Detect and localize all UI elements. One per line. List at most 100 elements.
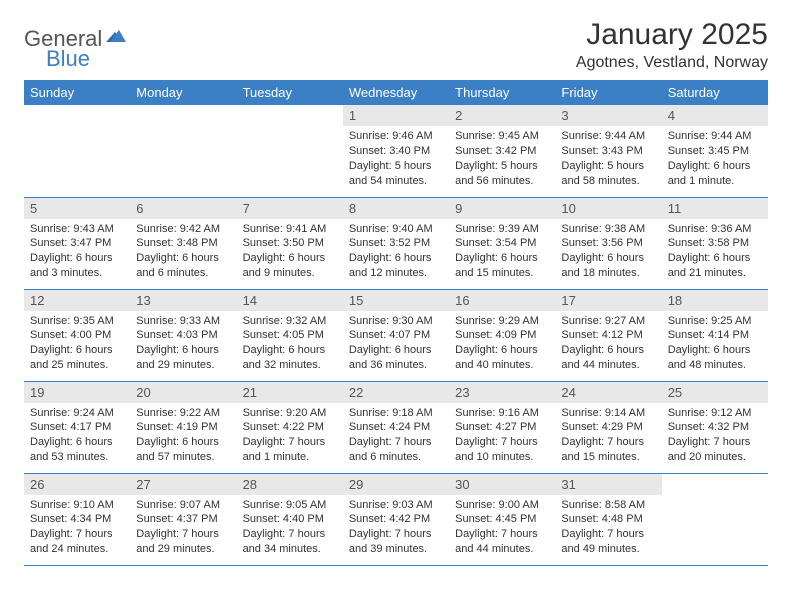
weekday-header-row: Sunday Monday Tuesday Wednesday Thursday…	[24, 80, 768, 105]
day-details: Sunrise: 9:44 AMSunset: 3:45 PMDaylight:…	[662, 126, 768, 192]
calendar-cell: 14Sunrise: 9:32 AMSunset: 4:05 PMDayligh…	[237, 289, 343, 381]
day-details: Sunrise: 9:05 AMSunset: 4:40 PMDaylight:…	[237, 495, 343, 561]
day-details: Sunrise: 9:24 AMSunset: 4:17 PMDaylight:…	[24, 403, 130, 469]
day-number: 22	[343, 382, 449, 403]
day-details: Sunrise: 9:42 AMSunset: 3:48 PMDaylight:…	[130, 219, 236, 285]
weekday-header: Thursday	[449, 80, 555, 105]
weekday-header: Wednesday	[343, 80, 449, 105]
calendar-cell: 29Sunrise: 9:03 AMSunset: 4:42 PMDayligh…	[343, 473, 449, 565]
calendar-cell: 28Sunrise: 9:05 AMSunset: 4:40 PMDayligh…	[237, 473, 343, 565]
day-number: 4	[662, 105, 768, 126]
day-number: 19	[24, 382, 130, 403]
day-number: 31	[555, 474, 661, 495]
day-details: Sunrise: 9:39 AMSunset: 3:54 PMDaylight:…	[449, 219, 555, 285]
flag-icon	[106, 28, 126, 51]
weekday-header: Monday	[130, 80, 236, 105]
weekday-header: Sunday	[24, 80, 130, 105]
calendar-cell: 3Sunrise: 9:44 AMSunset: 3:43 PMDaylight…	[555, 105, 661, 197]
day-number: 30	[449, 474, 555, 495]
day-details: Sunrise: 9:46 AMSunset: 3:40 PMDaylight:…	[343, 126, 449, 192]
day-number: 21	[237, 382, 343, 403]
calendar-cell: 11Sunrise: 9:36 AMSunset: 3:58 PMDayligh…	[662, 197, 768, 289]
calendar-row: 5Sunrise: 9:43 AMSunset: 3:47 PMDaylight…	[24, 197, 768, 289]
calendar-cell: 2Sunrise: 9:45 AMSunset: 3:42 PMDaylight…	[449, 105, 555, 197]
day-number: 2	[449, 105, 555, 126]
day-details: Sunrise: 9:07 AMSunset: 4:37 PMDaylight:…	[130, 495, 236, 561]
calendar-cell: 25Sunrise: 9:12 AMSunset: 4:32 PMDayligh…	[662, 381, 768, 473]
logo-text-blue-wrap: Blue	[46, 46, 90, 72]
day-details: Sunrise: 9:16 AMSunset: 4:27 PMDaylight:…	[449, 403, 555, 469]
day-details: Sunrise: 8:58 AMSunset: 4:48 PMDaylight:…	[555, 495, 661, 561]
calendar-cell: 6Sunrise: 9:42 AMSunset: 3:48 PMDaylight…	[130, 197, 236, 289]
calendar-cell: 26Sunrise: 9:10 AMSunset: 4:34 PMDayligh…	[24, 473, 130, 565]
calendar-cell: 24Sunrise: 9:14 AMSunset: 4:29 PMDayligh…	[555, 381, 661, 473]
calendar-cell: 13Sunrise: 9:33 AMSunset: 4:03 PMDayligh…	[130, 289, 236, 381]
calendar-cell	[24, 105, 130, 197]
day-details: Sunrise: 9:33 AMSunset: 4:03 PMDaylight:…	[130, 311, 236, 377]
day-number: 29	[343, 474, 449, 495]
day-details: Sunrise: 9:41 AMSunset: 3:50 PMDaylight:…	[237, 219, 343, 285]
day-number: 9	[449, 198, 555, 219]
day-number: 28	[237, 474, 343, 495]
day-number: 14	[237, 290, 343, 311]
day-number: 12	[24, 290, 130, 311]
day-number: 17	[555, 290, 661, 311]
calendar-cell: 8Sunrise: 9:40 AMSunset: 3:52 PMDaylight…	[343, 197, 449, 289]
header: General January 2025 Agotnes, Vestland, …	[24, 18, 768, 72]
day-details: Sunrise: 9:29 AMSunset: 4:09 PMDaylight:…	[449, 311, 555, 377]
day-number: 8	[343, 198, 449, 219]
weekday-header: Tuesday	[237, 80, 343, 105]
day-details: Sunrise: 9:27 AMSunset: 4:12 PMDaylight:…	[555, 311, 661, 377]
calendar-cell: 4Sunrise: 9:44 AMSunset: 3:45 PMDaylight…	[662, 105, 768, 197]
location-label: Agotnes, Vestland, Norway	[576, 54, 768, 72]
day-number: 13	[130, 290, 236, 311]
calendar-cell: 21Sunrise: 9:20 AMSunset: 4:22 PMDayligh…	[237, 381, 343, 473]
day-details: Sunrise: 9:43 AMSunset: 3:47 PMDaylight:…	[24, 219, 130, 285]
calendar-cell: 30Sunrise: 9:00 AMSunset: 4:45 PMDayligh…	[449, 473, 555, 565]
day-details: Sunrise: 9:45 AMSunset: 3:42 PMDaylight:…	[449, 126, 555, 192]
day-number: 11	[662, 198, 768, 219]
calendar-cell: 15Sunrise: 9:30 AMSunset: 4:07 PMDayligh…	[343, 289, 449, 381]
day-details: Sunrise: 9:30 AMSunset: 4:07 PMDaylight:…	[343, 311, 449, 377]
day-details: Sunrise: 9:40 AMSunset: 3:52 PMDaylight:…	[343, 219, 449, 285]
calendar-cell	[662, 473, 768, 565]
day-number: 7	[237, 198, 343, 219]
day-details: Sunrise: 9:18 AMSunset: 4:24 PMDaylight:…	[343, 403, 449, 469]
day-details: Sunrise: 9:36 AMSunset: 3:58 PMDaylight:…	[662, 219, 768, 285]
calendar-cell: 31Sunrise: 8:58 AMSunset: 4:48 PMDayligh…	[555, 473, 661, 565]
day-details: Sunrise: 9:20 AMSunset: 4:22 PMDaylight:…	[237, 403, 343, 469]
day-number: 1	[343, 105, 449, 126]
day-details: Sunrise: 9:10 AMSunset: 4:34 PMDaylight:…	[24, 495, 130, 561]
day-number: 27	[130, 474, 236, 495]
day-details: Sunrise: 9:03 AMSunset: 4:42 PMDaylight:…	[343, 495, 449, 561]
calendar-cell: 19Sunrise: 9:24 AMSunset: 4:17 PMDayligh…	[24, 381, 130, 473]
calendar-cell: 7Sunrise: 9:41 AMSunset: 3:50 PMDaylight…	[237, 197, 343, 289]
month-title: January 2025	[576, 18, 768, 52]
logo-text-blue: Blue	[46, 46, 90, 71]
day-number: 5	[24, 198, 130, 219]
calendar-row: 19Sunrise: 9:24 AMSunset: 4:17 PMDayligh…	[24, 381, 768, 473]
day-details: Sunrise: 9:00 AMSunset: 4:45 PMDaylight:…	[449, 495, 555, 561]
calendar-cell	[237, 105, 343, 197]
calendar-cell: 10Sunrise: 9:38 AMSunset: 3:56 PMDayligh…	[555, 197, 661, 289]
day-number: 10	[555, 198, 661, 219]
day-number: 20	[130, 382, 236, 403]
day-number: 16	[449, 290, 555, 311]
calendar-row: 1Sunrise: 9:46 AMSunset: 3:40 PMDaylight…	[24, 105, 768, 197]
calendar-cell: 23Sunrise: 9:16 AMSunset: 4:27 PMDayligh…	[449, 381, 555, 473]
calendar-cell: 17Sunrise: 9:27 AMSunset: 4:12 PMDayligh…	[555, 289, 661, 381]
day-number: 23	[449, 382, 555, 403]
calendar-cell: 12Sunrise: 9:35 AMSunset: 4:00 PMDayligh…	[24, 289, 130, 381]
calendar-row: 12Sunrise: 9:35 AMSunset: 4:00 PMDayligh…	[24, 289, 768, 381]
day-number: 6	[130, 198, 236, 219]
day-details: Sunrise: 9:12 AMSunset: 4:32 PMDaylight:…	[662, 403, 768, 469]
calendar-body: 1Sunrise: 9:46 AMSunset: 3:40 PMDaylight…	[24, 105, 768, 565]
day-details: Sunrise: 9:44 AMSunset: 3:43 PMDaylight:…	[555, 126, 661, 192]
day-details: Sunrise: 9:22 AMSunset: 4:19 PMDaylight:…	[130, 403, 236, 469]
calendar-row: 26Sunrise: 9:10 AMSunset: 4:34 PMDayligh…	[24, 473, 768, 565]
day-details: Sunrise: 9:38 AMSunset: 3:56 PMDaylight:…	[555, 219, 661, 285]
calendar-cell: 5Sunrise: 9:43 AMSunset: 3:47 PMDaylight…	[24, 197, 130, 289]
weekday-header: Saturday	[662, 80, 768, 105]
calendar-cell: 20Sunrise: 9:22 AMSunset: 4:19 PMDayligh…	[130, 381, 236, 473]
calendar-cell: 27Sunrise: 9:07 AMSunset: 4:37 PMDayligh…	[130, 473, 236, 565]
